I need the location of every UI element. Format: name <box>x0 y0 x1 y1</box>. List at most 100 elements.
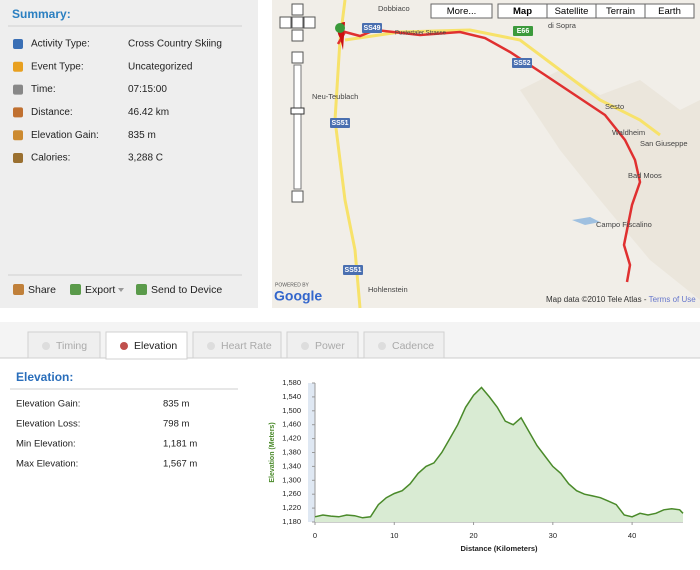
road-shield <box>513 26 533 36</box>
zoom-slider[interactable] <box>293 64 302 190</box>
zoom-out[interactable] <box>291 190 304 203</box>
map-button[interactable]: More... <box>447 6 477 17</box>
y-tick-label: 1,540 <box>282 392 301 401</box>
row-value: 835 m <box>128 130 156 141</box>
place-label: Neu-Teublach <box>312 92 358 101</box>
place-label: Bad Moos <box>628 171 662 180</box>
row-label: Elevation Loss: <box>16 419 80 430</box>
actions: Share Export Send to Device <box>13 284 222 296</box>
powered-by: POWERED BY <box>275 282 310 288</box>
elevation-rows: Elevation Gain: 835 m Elevation Loss: 798 m… <box>16 399 197 470</box>
y-tick-label: 1,340 <box>282 461 301 470</box>
pan-up[interactable] <box>291 3 304 16</box>
map-button[interactable]: Earth <box>658 6 681 17</box>
tab-bg[interactable] <box>286 331 359 359</box>
row-label: Max Elevation: <box>16 459 78 470</box>
row-icon <box>13 107 23 118</box>
road-label: SS51 <box>344 267 361 274</box>
tab[interactable]: Cadence <box>392 340 434 352</box>
row-label: Distance: <box>31 107 73 118</box>
summary-panel <box>0 0 258 308</box>
road-shield <box>362 23 382 33</box>
map-button-bg[interactable] <box>430 3 493 19</box>
row-value: 835 m <box>163 399 189 410</box>
summary-rows: Activity Type: Cross Country Skiing Event … <box>13 39 222 164</box>
action-icon <box>13 284 24 295</box>
y-tick-label: 1,260 <box>282 489 301 498</box>
map-type-buttons: More... Map Satellite Terrain Earth <box>430 3 695 19</box>
pan-left[interactable] <box>279 16 292 29</box>
tab[interactable]: Timing <box>56 340 87 352</box>
tab-bg[interactable] <box>363 331 445 359</box>
road-label: SS51 <box>331 120 348 127</box>
row-icon <box>13 153 23 163</box>
tab-icon <box>207 342 215 350</box>
row-label: Min Elevation: <box>16 439 76 450</box>
road-shield <box>330 118 350 128</box>
tab-bg[interactable] <box>27 331 101 359</box>
place-label: San Giuseppe <box>640 139 688 148</box>
tab[interactable]: Elevation <box>134 340 177 352</box>
row-label: Calories: <box>31 153 70 164</box>
row-value: Cross Country Skiing <box>128 39 222 50</box>
y-tick-label: 1,180 <box>282 517 301 526</box>
zoom-control <box>279 3 316 203</box>
row-value: 46.42 km <box>128 107 169 118</box>
map-button[interactable]: Satellite <box>555 6 589 17</box>
y-axis-title: Elevation (Meters) <box>269 422 276 482</box>
tab[interactable]: Heart Rate <box>221 340 272 352</box>
google-logo: Google <box>274 288 322 304</box>
tab[interactable]: Power <box>315 340 345 352</box>
y-tick-label: 1,420 <box>282 434 301 443</box>
zoom-thumb[interactable] <box>290 107 305 115</box>
action-button[interactable]: Send to Device <box>151 284 222 296</box>
action-button[interactable]: Export <box>85 284 115 296</box>
pan-down[interactable] <box>291 29 304 42</box>
lake <box>572 217 600 225</box>
zoom-in[interactable] <box>291 51 304 64</box>
y-tick-label: 1,460 <box>282 420 301 429</box>
area-fill <box>315 387 683 522</box>
tab-icon <box>301 342 309 350</box>
map-button-bg[interactable] <box>644 3 695 19</box>
terrain <box>520 70 700 300</box>
road-shield <box>343 265 363 275</box>
row-icon <box>13 61 23 72</box>
row-label: Elevation Gain: <box>31 130 99 141</box>
copyright-text: Map data ©2010 Tele Atlas - <box>546 295 649 304</box>
place-label: Campo Fiscalino <box>596 220 652 229</box>
map-button[interactable]: Map <box>513 6 532 17</box>
start-pin <box>335 23 345 33</box>
map-button[interactable]: Terrain <box>606 6 635 17</box>
place-label: Hohlenstein <box>368 285 408 294</box>
place-label: Waldheim <box>612 128 645 137</box>
row-label: Time: <box>31 84 56 95</box>
x-tick-label: 10 <box>390 531 398 540</box>
terms-link[interactable]: Terms of Use <box>649 295 697 304</box>
place-label: Dobbiaco <box>378 4 410 13</box>
tab-icon <box>378 342 386 350</box>
tab-icon <box>42 342 50 350</box>
elevation-title: Elevation: <box>16 370 73 384</box>
x-axis-title: Distance (Kilometers) <box>460 544 538 553</box>
tab-icon <box>120 342 128 350</box>
row-value: 1,567 m <box>163 459 197 470</box>
x-tick-label: 30 <box>549 531 557 540</box>
y-tick-label: 1,300 <box>282 475 301 484</box>
road-label: SS49 <box>363 25 380 32</box>
row-value: 1,181 m <box>163 439 197 450</box>
pan-right[interactable] <box>303 16 316 29</box>
row-icon <box>13 39 23 49</box>
place-label: Sesto <box>605 102 624 111</box>
place-label: Pustertaler Strasse <box>395 31 447 37</box>
action-button[interactable]: Share <box>28 284 56 296</box>
row-icon <box>13 84 23 95</box>
map-labels: Dobbiaco di Sopra Pustertaler Strasse Neu-T… <box>312 4 688 294</box>
pan-center[interactable] <box>291 16 304 29</box>
tab-bg[interactable] <box>105 331 188 360</box>
row-label: Activity Type: <box>31 39 90 50</box>
road-shield <box>512 58 532 68</box>
elevation-chart: 1,180 1,220 1,260 1,300 1,340 1,380 1,420 1,460… <box>269 378 684 553</box>
row-value: Uncategorized <box>128 61 192 72</box>
